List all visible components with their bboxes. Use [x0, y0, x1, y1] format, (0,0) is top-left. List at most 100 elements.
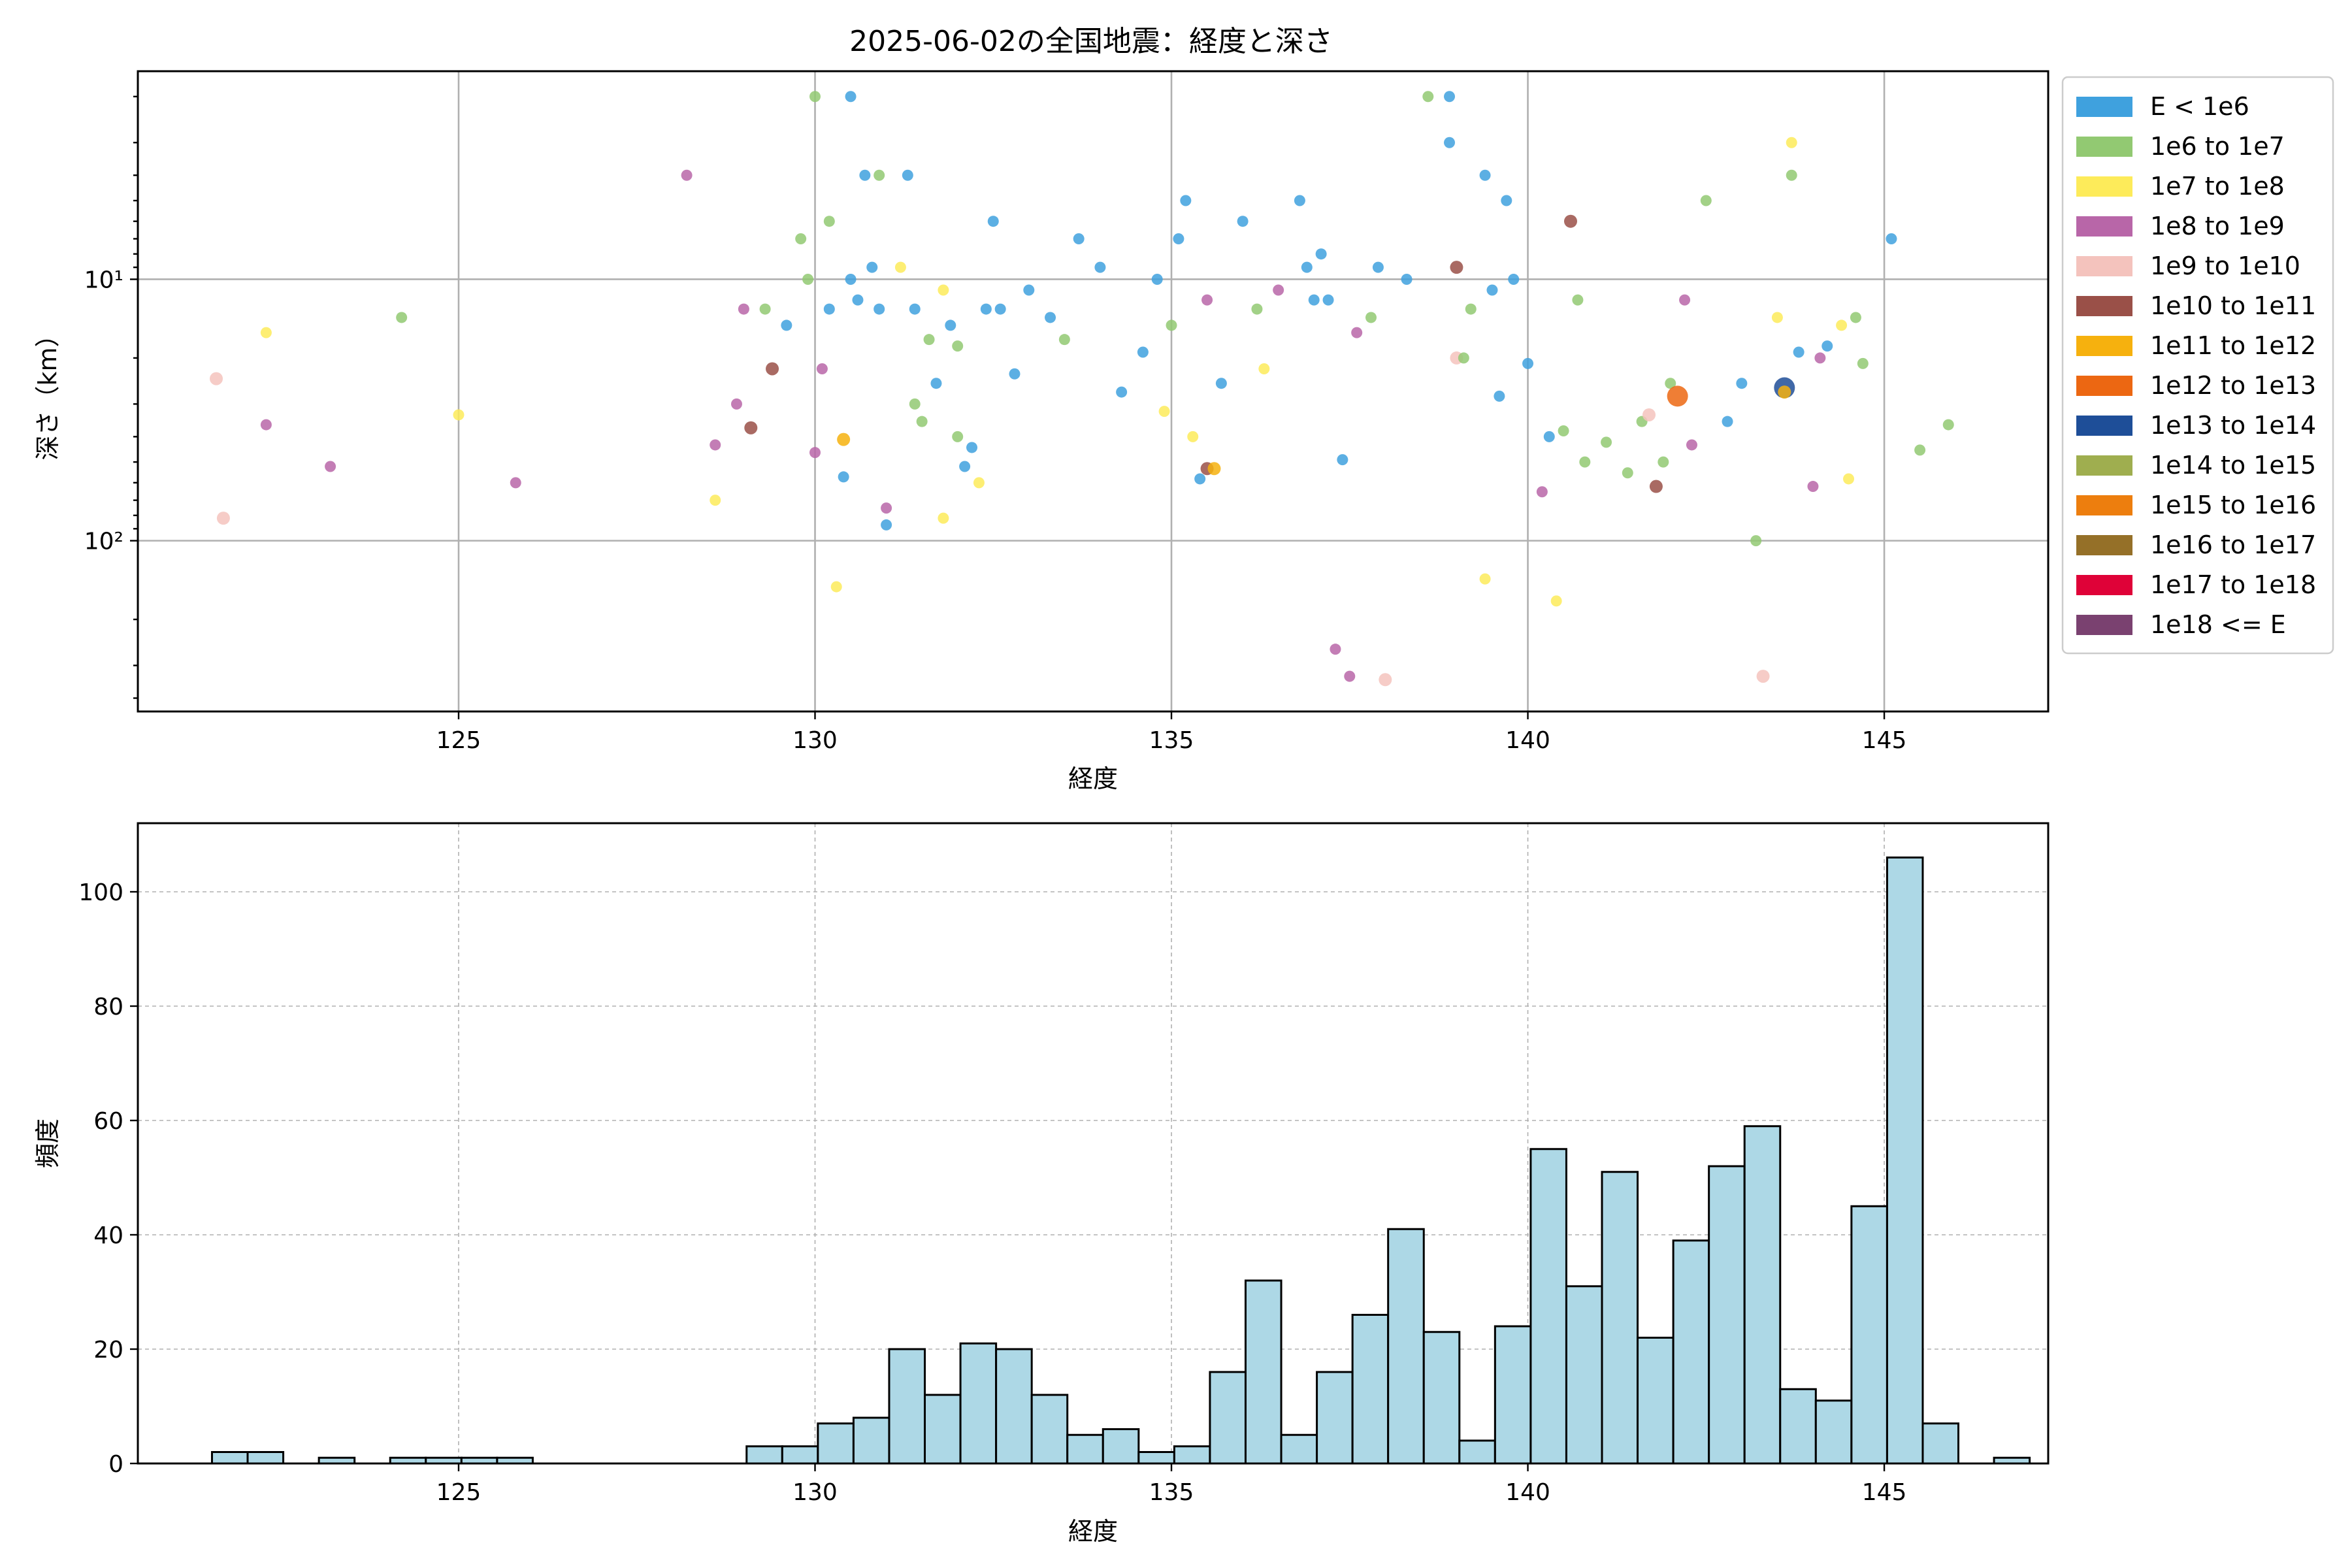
histogram-x-tick-label: 130 — [792, 1479, 838, 1506]
scatter-point — [1486, 284, 1498, 296]
legend-swatch — [2076, 97, 2132, 117]
scatter-point — [1344, 670, 1356, 682]
scatter-y-tick-label: 10² — [84, 529, 123, 555]
scatter-x-tick-label: 130 — [792, 727, 838, 754]
scatter-point — [809, 91, 821, 103]
scatter-point — [1793, 346, 1805, 358]
scatter-point — [894, 261, 906, 273]
scatter-point — [1572, 294, 1584, 306]
scatter-point — [973, 477, 985, 489]
scatter-point — [1857, 357, 1869, 369]
histogram-plot-frame — [137, 822, 2050, 1465]
histogram-bar — [1066, 1433, 1104, 1465]
histogram-bar — [1209, 1371, 1247, 1465]
legend-label: 1e9 to 1e10 — [2150, 252, 2300, 280]
scatter-point — [510, 477, 521, 489]
histogram-bar — [1351, 1314, 1390, 1465]
legend-label: 1e18 <= E — [2150, 610, 2286, 639]
scatter-point — [1601, 436, 1612, 448]
scatter-point — [781, 319, 792, 331]
scatter-point — [881, 519, 892, 531]
scatter-point — [830, 581, 842, 593]
legend-swatch — [2076, 495, 2132, 515]
scatter-point — [1315, 248, 1327, 260]
scatter-point — [902, 169, 913, 181]
histogram-x-tick-label: 140 — [1505, 1479, 1550, 1506]
histogram-bar — [246, 1451, 285, 1465]
scatter-point — [816, 363, 828, 374]
scatter-point — [1622, 467, 1633, 479]
legend-label: 1e11 to 1e12 — [2150, 331, 2316, 360]
scatter-point — [260, 327, 272, 338]
scatter-point — [1207, 462, 1221, 476]
legend-swatch — [2076, 296, 2132, 316]
scatter-point — [1679, 294, 1691, 306]
legend-swatch — [2076, 615, 2132, 635]
scatter-point — [952, 431, 964, 442]
scatter-point — [1750, 535, 1762, 547]
scatter-point — [874, 303, 885, 315]
scatter-points — [210, 91, 1954, 687]
scatter-point — [1807, 481, 1819, 493]
histogram-bar — [1886, 857, 1924, 1465]
scatter-point — [1942, 419, 1954, 431]
scatter-point — [823, 216, 835, 227]
scatter-point — [795, 233, 807, 244]
legend-swatch — [2076, 535, 2132, 555]
histogram-bar — [1921, 1422, 1960, 1465]
histogram-bar — [1601, 1171, 1639, 1465]
scatter-point — [1771, 312, 1783, 323]
scatter-point — [1094, 261, 1106, 273]
histogram-bar — [1102, 1428, 1140, 1465]
histogram-y-tick-label: 40 — [93, 1222, 123, 1249]
histogram-y-tick-label: 100 — [78, 879, 123, 906]
legend-frame — [2061, 76, 2334, 655]
histogram-bar — [745, 1445, 783, 1465]
histogram-bar — [888, 1348, 926, 1465]
scatter-point — [1258, 363, 1270, 374]
scatter-point — [1501, 195, 1512, 206]
scatter-point — [1814, 352, 1826, 364]
scatter-point — [1465, 303, 1477, 315]
histogram-bar — [1387, 1228, 1425, 1465]
scatter-point — [710, 495, 721, 506]
scatter-point — [1579, 456, 1591, 468]
scatter-point — [845, 91, 857, 103]
scatter-point — [1379, 673, 1392, 687]
scatter-point — [730, 398, 742, 410]
scatter-point — [1543, 431, 1555, 442]
histogram-bar — [817, 1422, 855, 1465]
scatter-point — [1914, 444, 1926, 456]
scatter-point — [1009, 368, 1021, 380]
legend-swatch — [2076, 575, 2132, 595]
legend-swatch — [2076, 176, 2132, 197]
scatter-point — [1665, 378, 1676, 389]
scatter-point — [945, 319, 956, 331]
histogram-bar — [1422, 1331, 1461, 1465]
legend-label: 1e16 to 1e17 — [2150, 531, 2316, 559]
scatter-point — [1058, 334, 1070, 346]
legend-label: 1e13 to 1e14 — [2150, 411, 2316, 440]
scatter-point — [1401, 273, 1413, 285]
histogram-bar — [1637, 1337, 1674, 1465]
scatter-point — [1850, 312, 1861, 323]
scatter-point — [1273, 284, 1284, 296]
scatter-point — [1886, 233, 1897, 244]
scatter-x-tick-label: 145 — [1862, 727, 1907, 754]
scatter-point — [1215, 378, 1227, 389]
scatter-point — [1450, 261, 1463, 274]
histogram-bar — [852, 1416, 890, 1465]
scatter-point — [909, 303, 921, 315]
scatter-point — [260, 419, 272, 431]
histogram-bar — [1030, 1394, 1069, 1465]
histogram-y-axis-label: 頻度 — [33, 1119, 62, 1168]
scatter-point — [994, 303, 1006, 315]
scatter-point — [1073, 233, 1085, 244]
histogram-y-tick-label: 80 — [93, 994, 123, 1021]
scatter-point — [809, 447, 821, 459]
scatter-y-axis-label: 深さ（km） — [33, 322, 62, 460]
scatter-point — [874, 169, 885, 181]
scatter-point — [1479, 573, 1491, 585]
scatter-point — [1479, 169, 1491, 181]
histogram-y-tick-label: 60 — [93, 1108, 123, 1135]
